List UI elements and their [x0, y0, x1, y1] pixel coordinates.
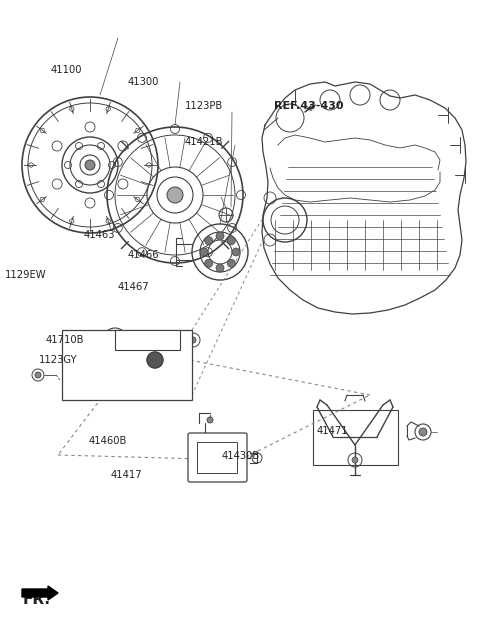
Text: 41460B: 41460B [89, 436, 127, 446]
Circle shape [204, 259, 213, 267]
Circle shape [228, 259, 235, 267]
Circle shape [207, 417, 213, 423]
Circle shape [216, 264, 224, 272]
Bar [115, 330, 180, 350]
Circle shape [200, 248, 208, 256]
Circle shape [216, 232, 224, 240]
Text: 41467: 41467 [118, 282, 149, 292]
Circle shape [352, 457, 358, 463]
Circle shape [85, 160, 95, 170]
Circle shape [419, 428, 427, 436]
Text: 41430B: 41430B [222, 451, 260, 461]
Text: 41300: 41300 [127, 77, 158, 87]
Text: FR.: FR. [23, 592, 51, 607]
Bar [197, 442, 237, 473]
Text: 41710B: 41710B [46, 335, 84, 345]
Circle shape [167, 187, 183, 203]
Text: 41471: 41471 [317, 426, 348, 436]
Bar [313, 410, 398, 465]
Circle shape [232, 248, 240, 256]
Circle shape [156, 374, 164, 382]
Bar [62, 330, 192, 400]
Circle shape [228, 237, 235, 245]
Circle shape [35, 372, 41, 378]
Text: 41100: 41100 [50, 65, 82, 75]
Circle shape [87, 366, 93, 371]
Circle shape [147, 352, 163, 368]
Circle shape [204, 237, 213, 245]
Text: 1129EW: 1129EW [5, 270, 47, 280]
FancyBboxPatch shape [188, 433, 247, 482]
Text: 1123GY: 1123GY [38, 355, 77, 365]
FancyArrow shape [22, 586, 58, 600]
Text: 41421B: 41421B [185, 137, 223, 147]
Text: 1123PB: 1123PB [185, 101, 223, 111]
Text: 41417: 41417 [110, 470, 142, 480]
Text: REF.43-430: REF.43-430 [274, 101, 343, 111]
Circle shape [190, 337, 196, 343]
Text: 41466: 41466 [127, 250, 159, 260]
Text: 41463: 41463 [84, 231, 116, 240]
